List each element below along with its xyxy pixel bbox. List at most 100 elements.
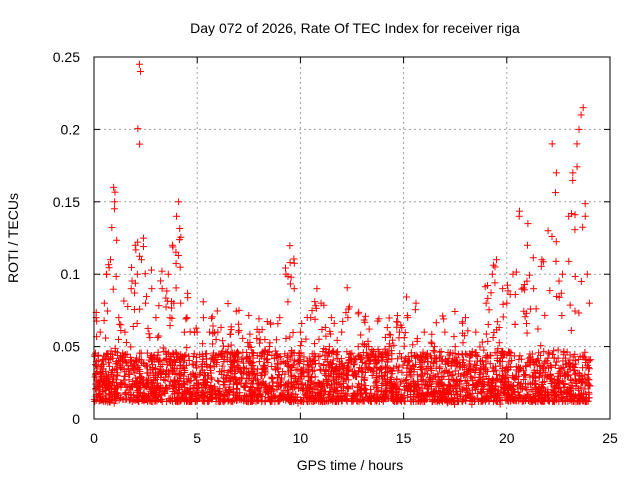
noise-point	[218, 370, 226, 378]
noise-point	[213, 307, 221, 315]
noise-point	[344, 383, 352, 391]
noise-point	[255, 358, 263, 366]
data-point	[137, 256, 145, 264]
noise-point	[495, 324, 503, 332]
noise-point	[537, 342, 545, 350]
noise-point	[123, 350, 131, 358]
data-point	[412, 299, 420, 307]
data-point	[121, 328, 129, 336]
noise-point	[411, 306, 419, 314]
data-point	[127, 285, 135, 293]
noise-point	[489, 261, 497, 269]
noise-point	[343, 371, 351, 379]
noise-point	[534, 325, 542, 333]
noise-point	[521, 313, 529, 321]
data-point	[573, 140, 581, 148]
noise-point	[108, 224, 116, 232]
data-point	[173, 212, 181, 220]
noise-point	[558, 312, 566, 320]
noise-point	[98, 357, 106, 365]
data-point	[214, 328, 222, 336]
noise-point	[339, 317, 347, 325]
noise-point	[177, 233, 185, 241]
noise-point	[105, 261, 113, 269]
noise-point	[360, 316, 368, 324]
noise-point	[552, 238, 560, 246]
noise-point	[571, 211, 579, 219]
noise-point	[128, 263, 136, 271]
noise-point	[480, 346, 488, 354]
noise-point	[170, 299, 178, 307]
noise-point	[133, 319, 141, 327]
noise-point	[241, 383, 249, 391]
noise-point	[219, 337, 227, 345]
noise-point	[282, 264, 290, 272]
noise-point	[430, 360, 438, 368]
noise-point	[239, 334, 247, 342]
noise-point	[386, 378, 394, 386]
noise-point	[172, 349, 180, 357]
data-point	[296, 328, 304, 336]
noise-point	[142, 292, 150, 300]
noise-point	[122, 389, 130, 397]
noise-point	[343, 284, 351, 292]
noise-point	[386, 331, 394, 339]
noise-point	[484, 294, 492, 302]
noise-point	[549, 350, 557, 358]
noise-point	[504, 287, 512, 295]
noise-point	[330, 319, 338, 327]
noise-point	[154, 348, 162, 356]
noise-point	[539, 365, 547, 373]
noise-point	[417, 372, 425, 380]
x-axis-label: GPS time / hours	[297, 457, 404, 473]
noise-point	[147, 266, 155, 274]
noise-point	[390, 341, 398, 349]
noise-point	[282, 334, 290, 342]
data-point	[183, 314, 191, 322]
noise-point	[213, 359, 221, 367]
noise-point	[217, 323, 225, 331]
data-point	[107, 256, 115, 264]
noise-point	[104, 307, 112, 315]
noise-point	[111, 188, 119, 196]
noise-point	[454, 350, 462, 358]
noise-point	[261, 336, 269, 344]
noise-point	[91, 373, 99, 381]
y-tick-label: 0.05	[53, 339, 80, 355]
noise-point	[143, 349, 151, 357]
noise-point	[276, 352, 284, 360]
noise-point	[394, 318, 402, 326]
data-point	[420, 328, 428, 336]
noise-point	[581, 200, 589, 208]
noise-point	[235, 320, 243, 328]
noise-point	[451, 307, 459, 315]
noise-point	[248, 359, 256, 367]
noise-point	[585, 356, 593, 364]
noise-point	[289, 328, 297, 336]
noise-point	[413, 371, 421, 379]
noise-point	[337, 361, 345, 369]
noise-point	[400, 334, 408, 342]
data-point	[579, 104, 587, 112]
noise-point	[133, 377, 141, 385]
noise-point	[184, 294, 192, 302]
noise-point	[158, 267, 166, 275]
noise-point	[246, 330, 254, 338]
data-point	[559, 270, 567, 278]
noise-point	[437, 348, 445, 356]
noise-point	[216, 351, 224, 359]
noise-point	[199, 298, 207, 306]
noise-point	[397, 379, 405, 387]
noise-point	[242, 392, 250, 400]
noise-point	[562, 387, 570, 395]
data-point	[136, 67, 144, 75]
data-point	[206, 328, 214, 336]
noise-point	[545, 350, 553, 358]
noise-point	[286, 280, 294, 288]
noise-point	[105, 362, 113, 370]
noise-point	[136, 349, 144, 357]
noise-point	[567, 326, 575, 334]
noise-point	[491, 263, 499, 271]
noise-point	[396, 350, 404, 358]
data-point	[583, 270, 591, 278]
